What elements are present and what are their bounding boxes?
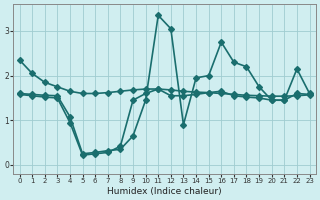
X-axis label: Humidex (Indice chaleur): Humidex (Indice chaleur) xyxy=(107,187,222,196)
